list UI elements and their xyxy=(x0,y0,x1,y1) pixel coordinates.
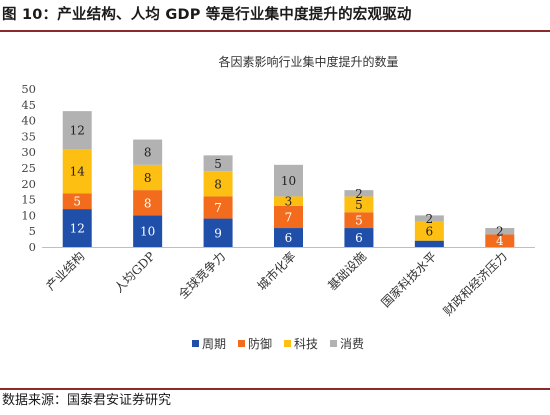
legend-swatch xyxy=(238,340,245,347)
data-label: 6 xyxy=(426,225,434,239)
data-label: 7 xyxy=(214,201,222,215)
legend-label: 消费 xyxy=(340,337,364,351)
data-label: 4 xyxy=(496,234,504,248)
bar-segment-1 xyxy=(414,240,444,247)
bar-segment-3 xyxy=(344,196,374,213)
y-tick-label: 15 xyxy=(21,193,36,207)
data-label: 2 xyxy=(426,212,434,226)
chart-title: 各因素影响行业集中度提升的数量 xyxy=(218,54,398,69)
bar-segment-2 xyxy=(62,193,92,210)
bar-segment-4 xyxy=(274,164,303,197)
y-tick-label: 5 xyxy=(29,224,36,238)
data-label: 10 xyxy=(140,225,155,239)
data-label: 8 xyxy=(144,171,152,185)
x-tick-label: 财政和经济压力 xyxy=(440,249,510,319)
y-tick-label: 25 xyxy=(21,161,36,175)
bar-segment-2 xyxy=(344,212,374,229)
legend-swatch xyxy=(284,340,291,347)
title-rule xyxy=(0,30,550,32)
legend-label: 周期 xyxy=(202,337,226,351)
source-rule xyxy=(0,388,550,390)
y-tick-label: 40 xyxy=(21,114,36,128)
data-label: 2 xyxy=(496,225,504,239)
x-tick-label: 国家科技水平 xyxy=(378,249,440,311)
x-tick-label: 产业结构 xyxy=(43,249,88,294)
y-tick-label: 10 xyxy=(21,208,36,222)
y-tick-label: 35 xyxy=(21,129,36,143)
bar-segment-3 xyxy=(203,171,233,197)
bar-segment-4 xyxy=(203,155,233,172)
data-label: 6 xyxy=(285,231,293,245)
data-label: 14 xyxy=(70,165,86,179)
bar-segment-2 xyxy=(133,190,163,216)
data-label: 9 xyxy=(214,226,222,240)
data-label: 5 xyxy=(355,198,363,212)
y-tick-label: 45 xyxy=(21,98,36,112)
bar-segment-1 xyxy=(203,218,233,247)
bar-segment-4 xyxy=(485,228,515,235)
bar-segment-1 xyxy=(344,228,374,247)
bar-segment-3 xyxy=(62,149,92,194)
data-label: 5 xyxy=(214,157,222,171)
bar-segment-1 xyxy=(62,209,92,247)
figure-title: 图 10：产业结构、人均 GDP 等是行业集中度提升的宏观驱动 xyxy=(2,7,412,23)
data-label: 12 xyxy=(70,124,85,138)
bar-segment-2 xyxy=(203,196,233,219)
stacked-bar-chart: 各因素影响行业集中度提升的数量0510152025303540455012514… xyxy=(21,54,535,351)
bar-segment-4 xyxy=(133,139,163,165)
data-label: 2 xyxy=(355,187,363,201)
y-tick-label: 30 xyxy=(21,145,36,159)
bar-segment-4 xyxy=(414,215,444,222)
x-tick-label: 基础设施 xyxy=(325,249,369,293)
bar-segment-2 xyxy=(274,205,303,229)
legend-swatch xyxy=(330,340,337,347)
y-tick-label: 0 xyxy=(29,240,36,254)
x-tick-label: 人均GDP xyxy=(112,249,158,295)
y-tick-label: 50 xyxy=(21,82,36,96)
source-note: 数据来源：国泰君安证券研究 xyxy=(2,393,172,408)
legend-label: 科技 xyxy=(294,337,318,351)
legend-swatch xyxy=(192,340,199,347)
bar-segment-3 xyxy=(133,164,163,191)
bar-segment-3 xyxy=(414,221,444,241)
bar-segment-1 xyxy=(274,228,303,247)
y-tick-label: 20 xyxy=(21,177,36,191)
data-label: 8 xyxy=(144,196,152,210)
data-label: 10 xyxy=(281,174,296,188)
data-label: 8 xyxy=(144,146,152,160)
data-label: 5 xyxy=(355,214,363,228)
data-label: 8 xyxy=(214,177,222,191)
data-label: 5 xyxy=(73,195,81,209)
data-label: 7 xyxy=(285,210,293,224)
data-label: 6 xyxy=(355,231,363,245)
data-label: 12 xyxy=(70,222,85,236)
legend-label: 防御 xyxy=(248,336,272,351)
x-tick-label: 全球竞争力 xyxy=(175,249,228,302)
x-tick-label: 城市化率 xyxy=(254,249,299,294)
bar-segment-2 xyxy=(485,234,515,247)
bar-segment-4 xyxy=(62,111,92,150)
bar-segment-4 xyxy=(344,190,374,197)
bar-segment-3 xyxy=(274,196,303,206)
bar-segment-1 xyxy=(133,215,163,247)
data-label: 3 xyxy=(285,195,293,209)
